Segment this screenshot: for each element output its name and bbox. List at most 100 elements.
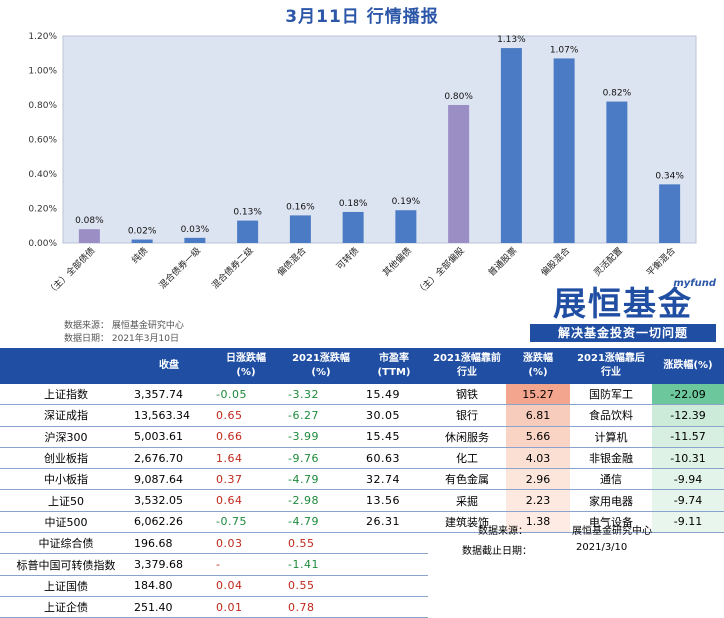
top-industry-change: 1.38 — [506, 511, 570, 534]
plot-area — [62, 35, 697, 244]
industry-row: 采掘 2.23 家用电器 -9.74 — [428, 489, 724, 512]
index-close: 9,087.64 — [128, 468, 210, 491]
top-industry-name: 建筑装饰 — [428, 511, 506, 534]
index-close: 3,532.05 — [128, 489, 210, 512]
index-pe: 60.63 — [360, 447, 428, 470]
bar — [342, 211, 364, 243]
x-category-label: 可转债 — [334, 245, 362, 273]
index-close: 3,357.74 — [128, 384, 210, 406]
bar-data-label: 0.80% — [444, 92, 473, 102]
index-day-change: 0.04 — [210, 575, 282, 597]
header-bottom-industry: 2021涨幅靠后 行业 — [570, 348, 652, 384]
industry-row: 钢铁 15.27 国防军工 -22.09 — [428, 384, 724, 406]
x-category-label: 普通股票 — [486, 245, 520, 279]
index-name: 中小板指 — [0, 468, 128, 491]
index-ytd-change: 0.78 — [282, 596, 360, 618]
industry-row: 建筑装饰 1.38 电气设备 -9.11 — [428, 511, 724, 534]
index-row: 中证综合债 196.68 0.03 0.55 — [0, 532, 428, 555]
top-industry-name: 化工 — [428, 447, 506, 470]
x-category-label: （主）全部债债 — [44, 245, 97, 298]
bottom-industry-change: -22.09 — [652, 384, 724, 406]
bottom-industry-name: 通信 — [570, 468, 652, 491]
top-industry-change: 2.23 — [506, 489, 570, 512]
index-ytd-change: -3.99 — [282, 426, 360, 448]
bar — [184, 237, 206, 243]
y-tick-label: 1.00% — [28, 67, 57, 77]
index-row: 上证国债 184.80 0.04 0.55 — [0, 575, 428, 597]
index-pe — [360, 575, 428, 597]
index-row: 创业板指 2,676.70 1.64 -9.76 60.63 — [0, 447, 428, 470]
page-title: 3月11日 行情播报 — [285, 7, 439, 27]
index-ytd-change: -6.27 — [282, 404, 360, 427]
bar — [289, 215, 311, 243]
index-close: 3,379.68 — [128, 553, 210, 576]
index-close: 184.80 — [128, 575, 210, 597]
industry-table: 2021涨幅靠前 行业 涨跌幅 (%) 2021涨幅靠后 行业 涨跌幅(%) 钢… — [428, 348, 724, 534]
bar — [659, 184, 681, 243]
header-pe: 市盈率 (TTM) — [360, 348, 428, 384]
x-category-label: 偏债混合 — [275, 245, 309, 279]
index-ytd-change: -9.76 — [282, 447, 360, 470]
index-row: 沪深300 5,003.61 0.66 -3.99 15.45 — [0, 426, 428, 448]
index-ytd-change: -1.41 — [282, 553, 360, 576]
fund-return-bar-chart: 0.00% 0.20% 0.40% 0.60% 0.80% 1.00% 1.20% 0.08%… — [28, 32, 697, 298]
table-date-value: 2021/3/10 — [576, 542, 628, 553]
index-name: 上证企债 — [0, 596, 128, 618]
index-pe: 15.45 — [360, 426, 428, 448]
bar-data-label: 1.13% — [497, 35, 526, 45]
top-industry-change: 15.27 — [506, 384, 570, 406]
index-close: 5,003.61 — [128, 426, 210, 448]
bar — [553, 58, 575, 243]
y-tick-label: 0.00% — [28, 239, 57, 249]
brand-logo: myfund 展恒基金 解决基金投资一切问题 — [530, 278, 720, 344]
bottom-industry-change: -11.57 — [652, 426, 724, 448]
x-category-label: 混合债券一级 — [156, 245, 203, 292]
table-source-value: 展恒基金研究中心 — [572, 526, 652, 537]
top-industry-name: 采掘 — [428, 489, 506, 512]
index-ytd-change: -2.98 — [282, 489, 360, 512]
bottom-industry-name: 国防军工 — [570, 384, 652, 406]
index-name: 中证综合债 — [0, 532, 128, 555]
index-day-change: 0.66 — [210, 426, 282, 448]
bar — [395, 210, 417, 243]
bar-data-label: 0.18% — [339, 199, 368, 209]
chart-source: 数据来源： 展恒基金研究中心 — [64, 321, 184, 331]
index-name: 创业板指 — [0, 447, 128, 470]
y-tick-label: 0.80% — [28, 101, 57, 111]
bottom-industry-change: -9.11 — [652, 511, 724, 534]
header-close: 收盘 — [128, 348, 210, 384]
bar-data-label: 0.34% — [655, 171, 684, 181]
index-day-change: -0.75 — [210, 511, 282, 534]
index-table-header: 收盘 日涨跌幅 (%) 2021涨跌幅 (%) 市盈率 (TTM) — [0, 348, 428, 384]
x-category-label: 混合债券二级 — [209, 245, 256, 292]
index-row: 上证50 3,532.05 0.64 -2.98 13.56 — [0, 489, 428, 512]
y-tick-label: 0.40% — [28, 170, 57, 180]
index-pe — [360, 532, 428, 555]
index-row: 上证指数 3,357.74 -0.05 -3.32 15.49 — [0, 384, 428, 406]
bar-data-label: 0.08% — [75, 216, 104, 226]
index-day-change: 0.64 — [210, 489, 282, 512]
index-day-change: 0.37 — [210, 468, 282, 491]
top-industry-name: 银行 — [428, 404, 506, 427]
chart-date: 数据日期： 2021年3月10日 — [64, 334, 179, 344]
industry-row: 休闲服务 5.66 计算机 -11.57 — [428, 426, 724, 448]
index-close: 196.68 — [128, 532, 210, 555]
index-name: 沪深300 — [0, 426, 128, 448]
index-row: 标普中国可转债指数 3,379.68- -1.41 — [0, 553, 428, 576]
y-tick-label: 0.60% — [28, 136, 57, 146]
bottom-industry-name: 电气设备 — [570, 511, 652, 534]
index-pe — [360, 553, 428, 576]
top-industry-change: 5.66 — [506, 426, 570, 448]
index-close: 13,563.34 — [128, 404, 210, 427]
index-day-change: - — [210, 553, 282, 576]
bottom-industry-change: -9.74 — [652, 489, 724, 512]
bar-data-label: 0.82% — [603, 89, 632, 99]
index-ytd-change: 0.55 — [282, 575, 360, 597]
bottom-industry-name: 非银金融 — [570, 447, 652, 470]
bar-data-label: 0.02% — [128, 227, 157, 237]
index-name: 中证500 — [0, 511, 128, 534]
index-row: 深证成指 13,563.34 0.65 -6.27 30.05 — [0, 404, 428, 427]
header-top-change: 涨跌幅 (%) — [506, 348, 570, 384]
index-pe: 26.31 — [360, 511, 428, 534]
index-row: 中小板指 9,087.64 0.37 -4.79 32.74 — [0, 468, 428, 491]
